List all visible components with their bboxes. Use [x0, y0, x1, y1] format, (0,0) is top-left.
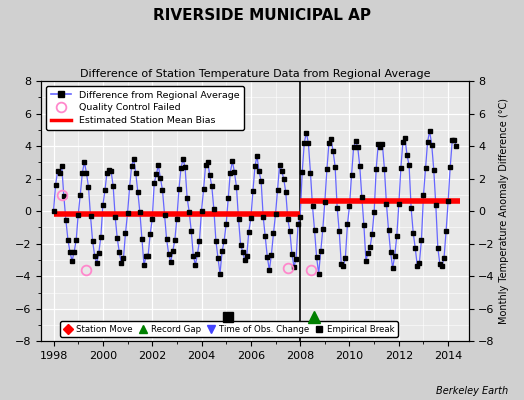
Legend: Station Move, Record Gap, Time of Obs. Change, Empirical Break: Station Move, Record Gap, Time of Obs. C… [60, 321, 398, 337]
Text: Berkeley Earth: Berkeley Earth [436, 386, 508, 396]
Y-axis label: Monthly Temperature Anomaly Difference (°C): Monthly Temperature Anomaly Difference (… [499, 98, 509, 324]
Text: RIVERSIDE MUNICIPAL AP: RIVERSIDE MUNICIPAL AP [153, 8, 371, 23]
Title: Difference of Station Temperature Data from Regional Average: Difference of Station Temperature Data f… [80, 69, 430, 79]
